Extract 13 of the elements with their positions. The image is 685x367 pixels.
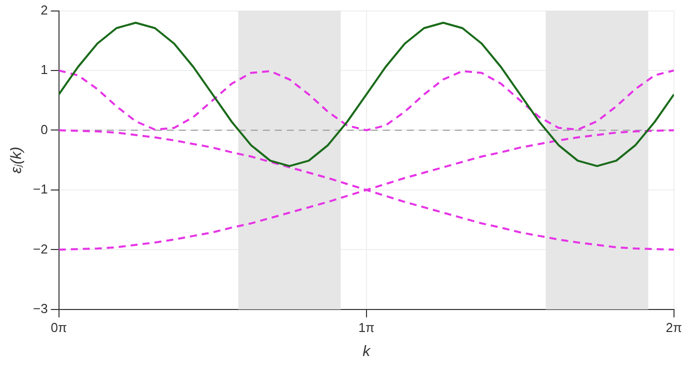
x-axis-title: k [362, 343, 372, 360]
y-tick-label: −1 [32, 182, 48, 197]
x-tick-label: 2π [666, 320, 682, 335]
line-series [58, 70, 674, 132]
y-tick-label: 2 [40, 2, 48, 18]
y-axis-title: εⱼ(k) [8, 146, 26, 174]
y-tick-label: 1 [40, 62, 48, 78]
line-series [58, 129, 674, 251]
x-tick-label: 0π [50, 320, 67, 335]
y-tick-label: −2 [32, 241, 48, 256]
y-tick-label: −3 [32, 300, 48, 316]
x-tick-label: 1π [358, 320, 375, 335]
y-tick-label: 0 [40, 122, 48, 137]
